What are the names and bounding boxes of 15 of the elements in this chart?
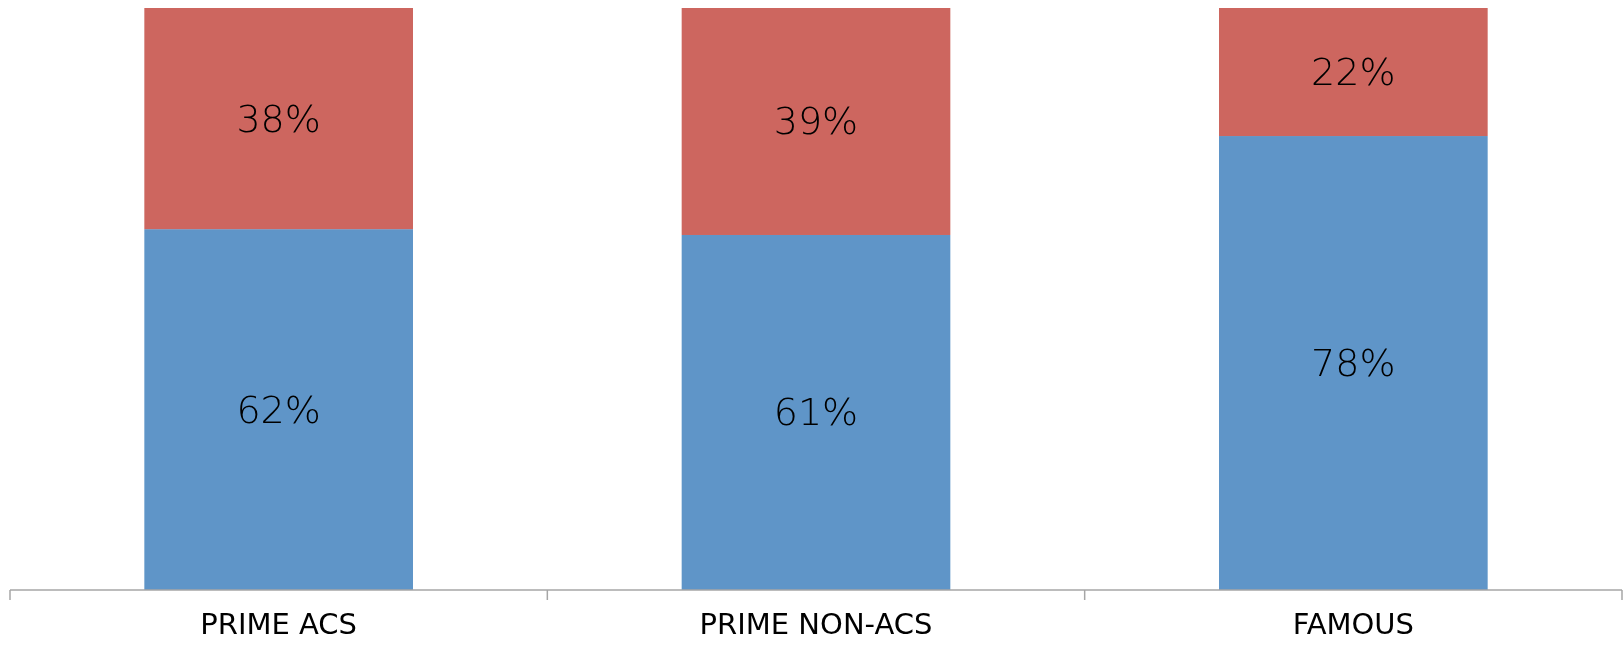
data-label: 61%: [773, 390, 859, 435]
data-label: 39%: [773, 99, 859, 144]
bar: [681, 8, 951, 235]
x-tick-label: PRIME ACS: [200, 607, 358, 641]
bar: [1219, 8, 1488, 137]
x-tick-label: PRIME NON-ACS: [699, 607, 933, 641]
data-label: 38%: [236, 96, 321, 141]
data-label: 78%: [1311, 341, 1396, 386]
bar: [144, 8, 413, 230]
data-label: 62%: [236, 387, 321, 432]
bar: [144, 229, 413, 590]
bar: [681, 234, 951, 590]
data-label: 22%: [1311, 50, 1396, 95]
bar: [1219, 136, 1488, 590]
x-tick-label: FAMOUS: [1292, 607, 1415, 641]
